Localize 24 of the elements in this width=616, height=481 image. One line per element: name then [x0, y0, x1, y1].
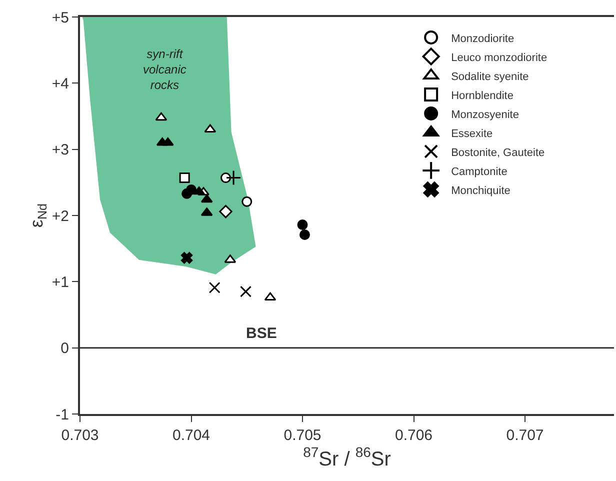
- legend-label: Sodalite syenite: [451, 70, 529, 83]
- ref-line-label: BSE: [246, 325, 277, 342]
- x-tick-label: 0.703: [61, 427, 99, 444]
- legend-label: Monchiquite: [451, 184, 510, 197]
- legend-label: Monzosyenite: [451, 108, 519, 121]
- x-axis-title: $^{87}$Sr / $^{86}$Sr: [303, 444, 392, 470]
- y-tick-label: +1: [52, 274, 69, 291]
- y-tick-label: -1: [56, 406, 69, 424]
- y-tick-label: +5: [52, 9, 69, 26]
- legend-label: Bostonite, Gauteite: [451, 146, 545, 159]
- legend-label: Leuco monzodiorite: [451, 52, 548, 64]
- legend-label: Camptonite: [451, 166, 508, 178]
- y-tick-label: 0: [60, 340, 69, 358]
- annotation: syn-rift volcanic rocks: [143, 47, 186, 92]
- legend-label: Monzodiorite: [451, 32, 514, 45]
- legend-label: Essexite: [451, 128, 493, 140]
- legend-label: Hornblendite: [451, 90, 514, 102]
- y-tick-label: +2: [52, 208, 69, 225]
- y-tick-label: +3: [52, 142, 69, 159]
- y-tick-label: +4: [52, 75, 69, 92]
- x-tick-label: 0.704: [172, 427, 210, 444]
- x-tick-label: 0.705: [284, 427, 322, 444]
- x-tick-label: 0.706: [394, 427, 433, 444]
- x-tick-label: 0.707: [506, 427, 544, 444]
